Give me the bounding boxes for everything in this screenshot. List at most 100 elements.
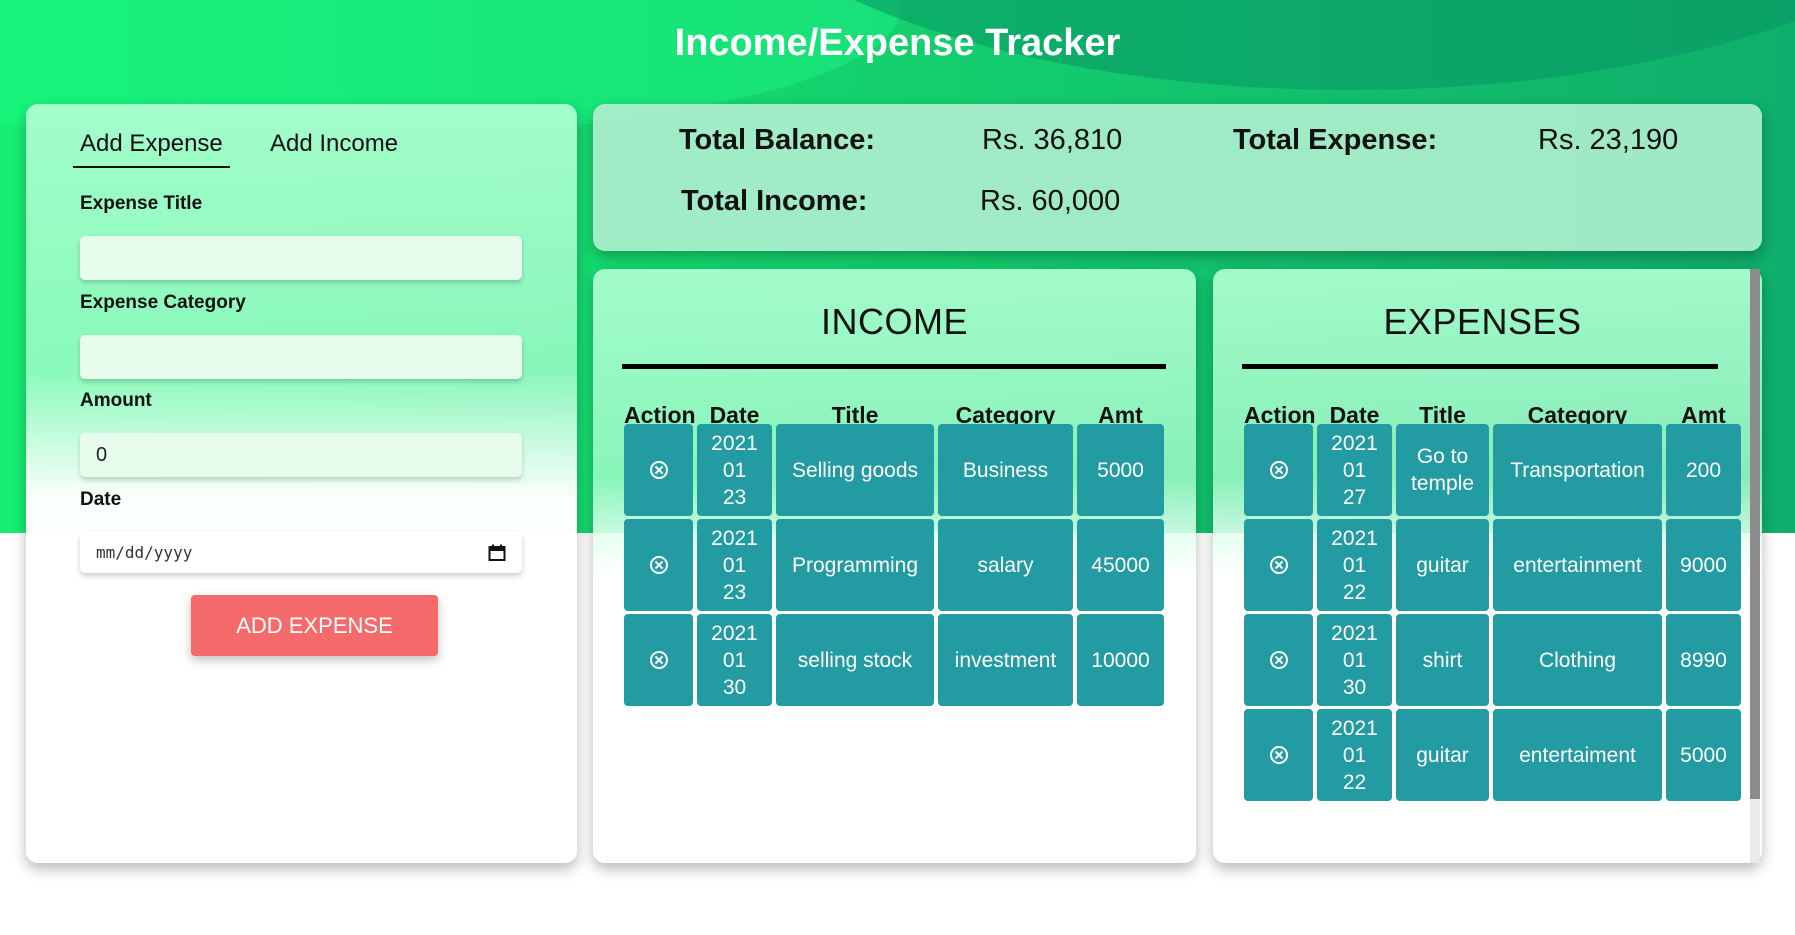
expenses-table: EXPENSES Action Date Title Category Amt 2021 0… — [1213, 269, 1762, 863]
expense-row-category: Transportation — [1493, 424, 1662, 516]
expenses-divider — [1242, 364, 1718, 369]
income-col-amt: Amt — [1098, 402, 1143, 428]
income-row-date: 2021 01 23 — [697, 519, 772, 611]
total-income-value: Rs. 60,000 — [980, 185, 1121, 217]
expense-col-action: Action — [1244, 402, 1316, 428]
date-placeholder: mm/dd/yyyy — [96, 543, 193, 562]
date-part: 2021 — [711, 621, 758, 645]
income-row-amt: 5000 — [1077, 424, 1164, 516]
income-heading: INCOME — [821, 301, 968, 342]
expense-row-action — [1244, 614, 1313, 706]
date-part: 30 — [722, 675, 747, 699]
date-part: 23 — [722, 580, 747, 604]
date-part: 01 — [1342, 743, 1367, 767]
income-row-action — [624, 519, 693, 611]
delete-icon[interactable] — [649, 651, 668, 669]
amount-label: Amount — [80, 390, 152, 411]
income-row-category: salary — [938, 519, 1073, 611]
total-expense-value: Rs. 23,190 — [1538, 124, 1679, 156]
scrollbar-thumb[interactable] — [1750, 269, 1760, 799]
income-row-date: 2021 01 30 — [697, 614, 772, 706]
expense-row-amt: 5000 — [1666, 709, 1741, 801]
income-row-category: Business — [938, 424, 1073, 516]
expense-title-input[interactable] — [80, 236, 522, 280]
income-divider — [622, 364, 1166, 369]
date-part: 27 — [1342, 485, 1367, 509]
delete-icon[interactable] — [1269, 461, 1288, 479]
expense-col-amt: Amt — [1681, 402, 1726, 428]
total-balance-value: Rs. 36,810 — [982, 124, 1123, 156]
expense-col-title: Title — [1419, 402, 1466, 428]
expense-row-category: entertaiment — [1493, 709, 1662, 801]
tab-add-income[interactable]: Add Income — [270, 130, 399, 157]
expense-row-category: entertainment — [1493, 519, 1662, 611]
total-expense-label: Total Expense: — [1233, 124, 1438, 156]
add-expense-button[interactable]: ADD EXPENSE — [191, 595, 438, 656]
expense-col-category: Category — [1527, 402, 1628, 428]
expense-row-amt: 9000 — [1666, 519, 1741, 611]
date-part: 2021 — [711, 431, 758, 455]
date-part: 01 — [722, 458, 747, 482]
income-row-title: Programming — [776, 519, 934, 611]
expense-row-title: Go to temple — [1396, 424, 1489, 516]
income-col-category: Category — [955, 402, 1056, 428]
date-part: 01 — [1342, 458, 1367, 482]
tab-add-expense[interactable]: Add Expense — [73, 130, 230, 168]
expense-row-action — [1244, 424, 1313, 516]
expense-row-title: guitar — [1396, 519, 1489, 611]
date-part: 2021 — [1331, 621, 1378, 645]
income-col-title: Title — [831, 402, 879, 428]
expense-row-action — [1244, 519, 1313, 611]
expense-row-title: guitar — [1396, 709, 1489, 801]
expense-row-category: Clothing — [1493, 614, 1662, 706]
income-row-date: 2021 01 23 — [697, 424, 772, 516]
expense-row-title: shirt — [1396, 614, 1489, 706]
total-balance-label: Total Balance: — [679, 124, 876, 156]
date-label: Date — [80, 489, 122, 510]
expense-category-label: Expense Category — [80, 292, 246, 313]
delete-icon[interactable] — [1269, 651, 1288, 669]
calendar-icon[interactable] — [488, 544, 506, 562]
expense-row-date: 2021 01 30 — [1317, 614, 1392, 706]
date-part: 2021 — [711, 526, 758, 550]
date-part: 01 — [1342, 553, 1367, 577]
amount-input[interactable]: 0 — [80, 433, 522, 477]
date-part: 22 — [1342, 580, 1367, 604]
expense-row-action — [1244, 709, 1313, 801]
date-part: 01 — [1342, 648, 1367, 672]
expense-category-input[interactable] — [80, 335, 522, 379]
expense-row-date: 2021 01 22 — [1317, 519, 1392, 611]
app-title: Income/Expense Tracker — [674, 22, 1121, 64]
income-row-title: Selling goods — [776, 424, 934, 516]
delete-icon[interactable] — [1269, 556, 1288, 574]
date-part: 2021 — [1331, 526, 1378, 550]
income-row-amt: 45000 — [1077, 519, 1164, 611]
delete-icon[interactable] — [1269, 746, 1288, 764]
date-part: 23 — [722, 485, 747, 509]
expense-row-date: 2021 01 27 — [1317, 424, 1392, 516]
date-part: 2021 — [1331, 431, 1378, 455]
date-part: 22 — [1342, 770, 1367, 794]
income-row-action — [624, 614, 693, 706]
income-row-amt: 10000 — [1077, 614, 1164, 706]
date-part: 01 — [722, 553, 747, 577]
expense-title-label: Expense Title — [80, 193, 203, 214]
date-part: 30 — [1342, 675, 1367, 699]
income-table: INCOME Action Date Title Category Amt 2021 01 2… — [593, 269, 1196, 863]
summary-panel: Total Balance: Rs. 36,810 Total Expense:… — [593, 104, 1762, 251]
total-income-label: Total Income: — [681, 185, 868, 217]
income-row-category: investment — [938, 614, 1073, 706]
expenses-scrollbar[interactable] — [1750, 269, 1760, 863]
expenses-heading: EXPENSES — [1383, 301, 1582, 342]
income-row-title: selling stock — [776, 614, 934, 706]
delete-icon[interactable] — [649, 556, 668, 574]
delete-icon[interactable] — [649, 461, 668, 479]
income-col-date: Date — [709, 402, 760, 428]
expense-col-date: Date — [1329, 402, 1380, 428]
expense-row-amt: 8990 — [1666, 614, 1741, 706]
date-part: 01 — [722, 648, 747, 672]
income-row-action — [624, 424, 693, 516]
add-entry-form: Add Expense Add Income Expense Title Exp… — [26, 104, 577, 863]
date-input[interactable]: mm/dd/yyyy — [80, 532, 522, 573]
income-col-action: Action — [624, 402, 696, 428]
